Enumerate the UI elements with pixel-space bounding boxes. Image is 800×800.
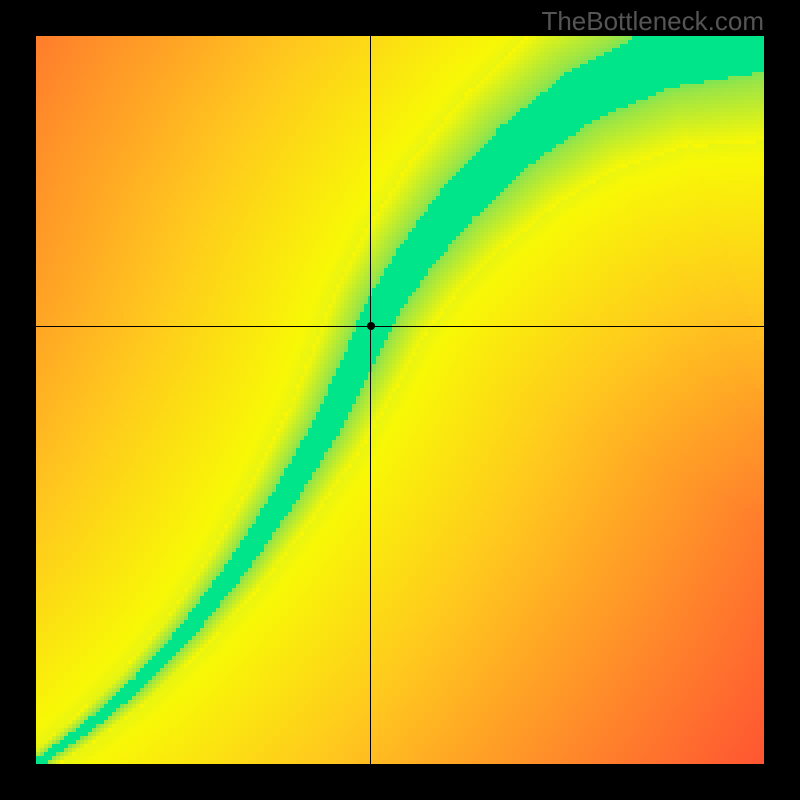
watermark-text: TheBottleneck.com [541, 6, 764, 37]
crosshair-vertical [370, 36, 371, 764]
crosshair-horizontal [36, 326, 764, 327]
chart-container: TheBottleneck.com [0, 0, 800, 800]
bottleneck-heatmap [36, 36, 764, 764]
